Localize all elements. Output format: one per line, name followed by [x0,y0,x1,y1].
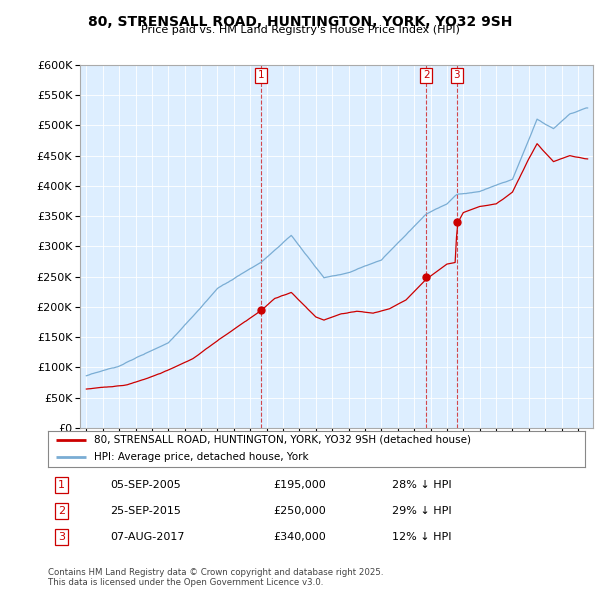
Text: £340,000: £340,000 [274,532,326,542]
Text: 2: 2 [58,506,65,516]
Text: 29% ↓ HPI: 29% ↓ HPI [392,506,451,516]
Text: 05-SEP-2005: 05-SEP-2005 [110,480,181,490]
Text: 80, STRENSALL ROAD, HUNTINGTON, YORK, YO32 9SH: 80, STRENSALL ROAD, HUNTINGTON, YORK, YO… [88,15,512,29]
Text: 1: 1 [58,480,65,490]
Text: HPI: Average price, detached house, York: HPI: Average price, detached house, York [94,452,308,462]
Text: 07-AUG-2017: 07-AUG-2017 [110,532,184,542]
Text: 3: 3 [454,70,460,80]
Text: 1: 1 [258,70,265,80]
Text: Price paid vs. HM Land Registry's House Price Index (HPI): Price paid vs. HM Land Registry's House … [140,25,460,35]
Text: 2: 2 [423,70,430,80]
Text: 12% ↓ HPI: 12% ↓ HPI [392,532,451,542]
Text: Contains HM Land Registry data © Crown copyright and database right 2025.
This d: Contains HM Land Registry data © Crown c… [48,568,383,587]
Text: 28% ↓ HPI: 28% ↓ HPI [392,480,451,490]
Text: £250,000: £250,000 [274,506,326,516]
Text: 25-SEP-2015: 25-SEP-2015 [110,506,181,516]
Text: 80, STRENSALL ROAD, HUNTINGTON, YORK, YO32 9SH (detached house): 80, STRENSALL ROAD, HUNTINGTON, YORK, YO… [94,435,470,445]
Text: 3: 3 [58,532,65,542]
Text: £195,000: £195,000 [274,480,326,490]
